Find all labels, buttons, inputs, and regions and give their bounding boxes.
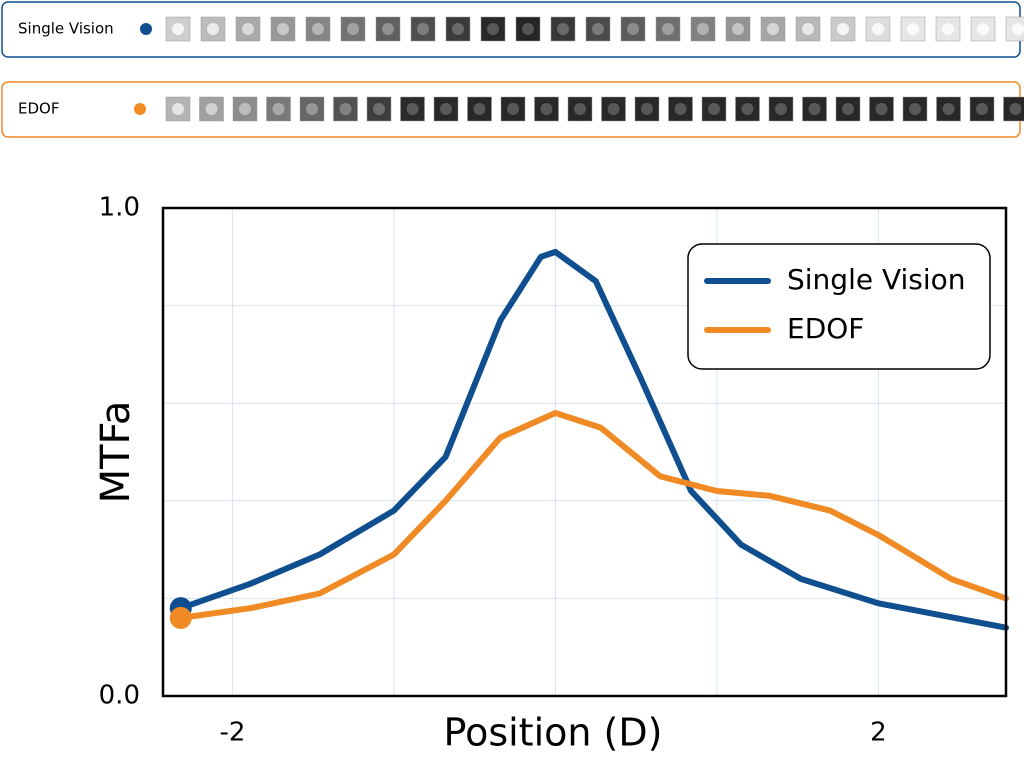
thumbnail-spot xyxy=(172,103,184,115)
thumbnail-spot xyxy=(837,23,849,35)
x-tick-label: -2 xyxy=(219,718,245,748)
thumbnail-spot xyxy=(347,23,359,35)
thumbnail-spot xyxy=(277,23,289,35)
x-tick-label: 2 xyxy=(870,718,887,748)
thumbnail-spot xyxy=(339,103,352,115)
plot-frame xyxy=(161,206,1008,698)
line xyxy=(177,410,1009,621)
thumbnail-spot xyxy=(473,103,486,115)
thumbnail-spot xyxy=(802,23,814,35)
thumbnail-spot xyxy=(1009,103,1022,115)
thumbnail-spot xyxy=(708,103,720,115)
thumbnail-spot xyxy=(574,103,586,115)
thumbnail-spot xyxy=(487,23,499,35)
thumbnail-spot xyxy=(808,103,821,115)
thumbnail-spot xyxy=(697,23,709,35)
thumbnail-spot xyxy=(909,103,921,115)
thumbnail-spot xyxy=(907,23,919,35)
legend-label: Single Vision xyxy=(787,263,966,296)
thumbnail-spot xyxy=(306,103,318,115)
thumbnail-spot xyxy=(382,23,394,35)
thumbnail-spot xyxy=(607,103,620,115)
thumbnail-spot xyxy=(557,23,569,35)
thumbnail-spot xyxy=(406,103,419,115)
thumbnail-spot xyxy=(239,103,251,115)
thumbnail-spot xyxy=(242,23,254,35)
thumbnail-spot xyxy=(775,103,787,115)
y-tick-label: 1.0 xyxy=(99,193,140,223)
thumbnail-spot xyxy=(312,23,324,35)
thumbnail-spot xyxy=(417,23,429,35)
thumbnail-spot xyxy=(1012,23,1024,35)
thumbnail-spot xyxy=(872,23,884,35)
thumbnail-spot xyxy=(452,23,464,35)
panel-dot xyxy=(140,23,152,35)
thumbnail-spot xyxy=(272,103,285,115)
y-axis-label: MTFa xyxy=(93,401,139,504)
thumbnail-spot xyxy=(662,23,674,35)
thumbnail-spot xyxy=(732,23,744,35)
legend xyxy=(687,243,991,370)
thumbnail-spot xyxy=(977,23,989,35)
thumbnail-spot xyxy=(540,103,553,115)
thumbnail-spot xyxy=(842,103,854,115)
thumbnail-spot xyxy=(373,103,385,115)
thumbnail-spot xyxy=(741,103,754,115)
thumbnail-spot xyxy=(507,103,519,115)
y-tick-label: 0.0 xyxy=(99,681,140,711)
line xyxy=(177,248,1009,631)
panel-label: EDOF xyxy=(18,100,59,118)
thumbnail-spot xyxy=(942,23,954,35)
thumbnail-spot xyxy=(592,23,604,35)
panel-dot xyxy=(134,103,146,115)
thumbnail-spot xyxy=(767,23,779,35)
thumbnail-spot xyxy=(440,103,452,115)
thumbnail-spot xyxy=(674,103,687,115)
x-axis-label: Position (D) xyxy=(444,711,663,755)
thumbnail-spot xyxy=(522,23,534,35)
thumbnail-spot xyxy=(172,23,184,35)
thumbnail-spot xyxy=(641,103,653,115)
thumbnail-spot xyxy=(627,23,639,35)
thumbnail-spot xyxy=(875,103,888,115)
legend-label: EDOF xyxy=(787,312,864,345)
thumbnail-spot xyxy=(207,23,219,35)
start-marker xyxy=(169,606,192,629)
thumbnail xyxy=(830,16,856,42)
thumbnail-spot xyxy=(205,103,218,115)
thumbnail-spot xyxy=(976,103,988,115)
thumbnail-spot xyxy=(942,103,955,115)
panel-label: Single Vision xyxy=(18,20,114,38)
